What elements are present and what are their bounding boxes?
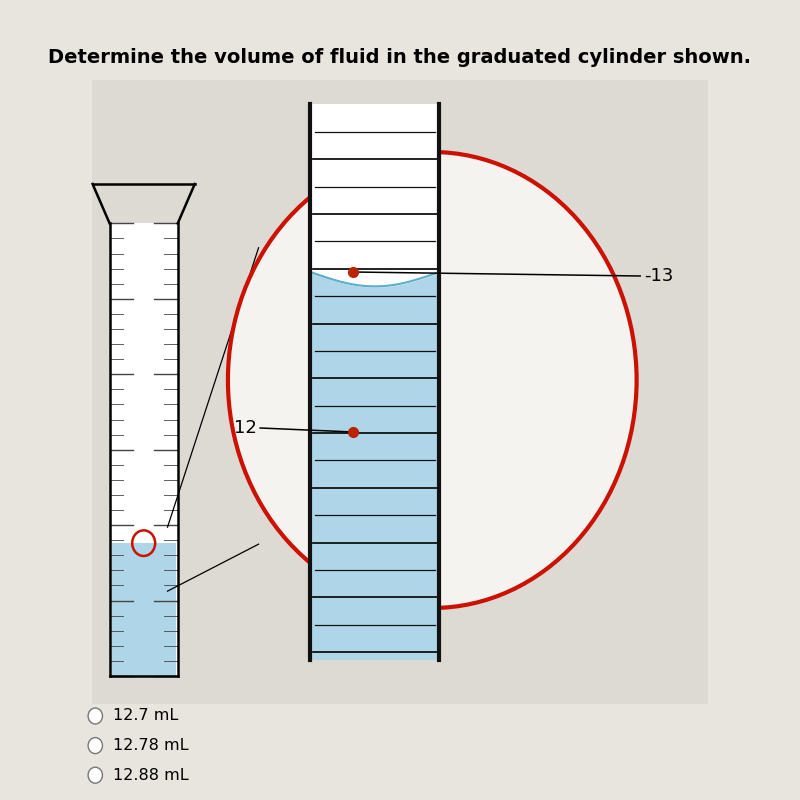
- Text: 12.7 mL: 12.7 mL: [114, 709, 178, 723]
- Bar: [92, 80, 708, 704]
- Circle shape: [228, 152, 637, 608]
- Circle shape: [88, 738, 102, 754]
- Bar: [310, 104, 439, 272]
- Circle shape: [88, 708, 102, 724]
- Text: Determine the volume of fluid in the graduated cylinder shown.: Determine the volume of fluid in the gra…: [49, 48, 751, 67]
- Bar: [310, 272, 439, 660]
- Text: 12.88 mL: 12.88 mL: [114, 768, 189, 782]
- Bar: [112, 543, 175, 676]
- Text: -13: -13: [644, 267, 673, 285]
- Bar: [110, 223, 178, 676]
- Circle shape: [88, 767, 102, 783]
- Text: 12.78 mL: 12.78 mL: [114, 738, 189, 753]
- Text: 12: 12: [234, 419, 257, 437]
